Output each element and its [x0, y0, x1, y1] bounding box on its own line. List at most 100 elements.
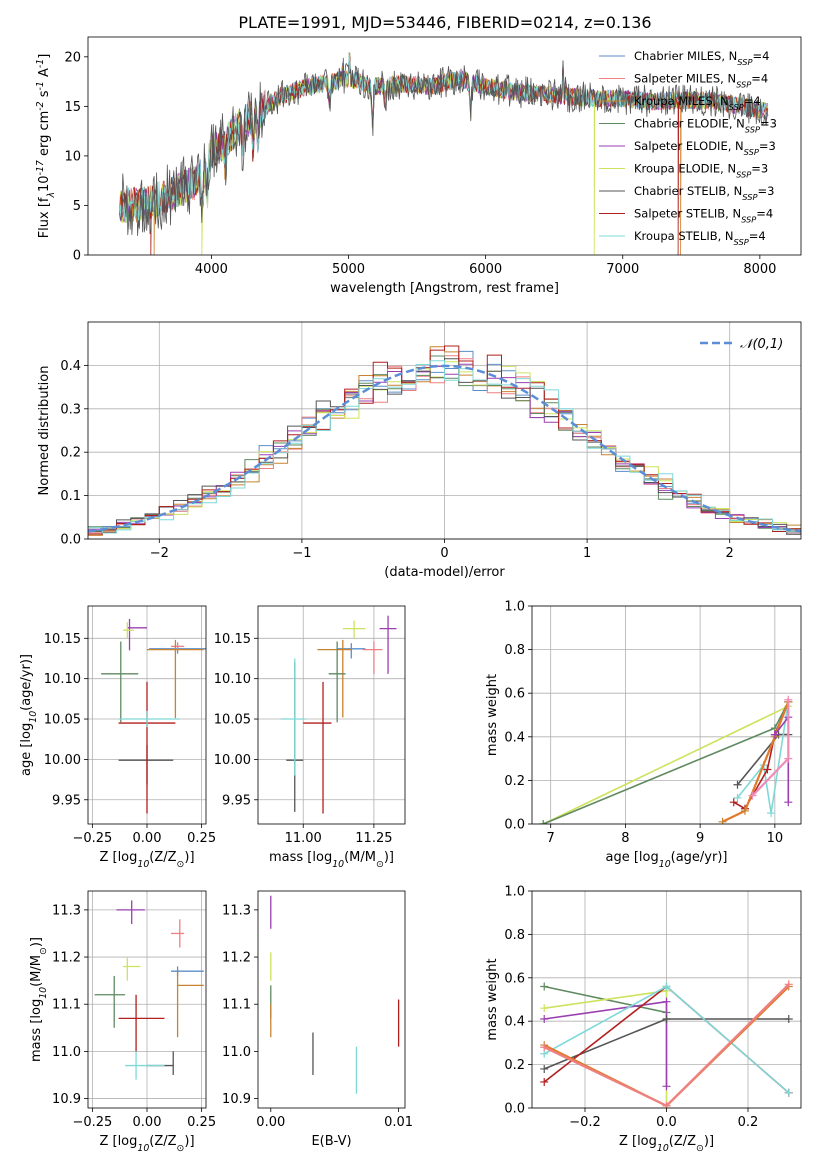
weight-vs-Z-series-salpeter-miles-marker-1: [662, 1101, 671, 1108]
spectrum-frame: [87, 36, 802, 256]
residuals-ytick-label-2: 0.2: [60, 446, 81, 461]
spectrum-lines: [119, 52, 769, 255]
mass-vs-EBV-axes: 0.00 0.01 10.9 11.0 11.1 11.2 11.3 E(B-V): [222, 903, 413, 1149]
spectrum-xtick-label-3: 7000: [606, 262, 639, 277]
age-vs-mass-axes: 11.00 11.25 9.95 10.00 10.05 10.10 10.15 mass […: [214, 606, 405, 870]
spectrum-legend-label-3: Chabrier ELODIE, NSSP=3: [634, 117, 777, 135]
residuals-ytick-label-1: 0.1: [60, 489, 81, 504]
weight-vs-Z-series-kroupa-elodie: [540, 986, 671, 1108]
spectrum-legend-label-8: Kroupa STELIB, NSSP=4: [634, 229, 766, 247]
mass-vs-Z-point-kroupa-elodie: [122, 957, 141, 981]
age-vs-Z-ytick-label-4: 10.15: [44, 632, 81, 647]
weight-vs-Z-series-kroupa-stelib-marker-2: [784, 1088, 793, 1097]
residuals-xtick-label-2: 0: [440, 546, 448, 561]
age-vs-Z-point-chabrier-stelib: [118, 744, 174, 785]
mass-vs-Z-point-chabrier-miles: [171, 966, 204, 976]
age-vs-mass-xtick-label-0: 11.00: [285, 831, 322, 846]
mass-vs-Z-point-kroupa-miles: [176, 971, 204, 1038]
weight-vs-Z-series-chabrier-elodie-marker-0: [540, 982, 549, 991]
weight-vs-age-frame: [531, 605, 802, 825]
weight-vs-Z-series-kroupa-stelib-marker-1: [662, 982, 671, 991]
spectrum-ytick-label-2: 10: [64, 149, 81, 164]
weight-vs-age-xtick-label-2: 9: [696, 831, 704, 846]
age-vs-mass-point-kroupa-elodie: [342, 620, 366, 639]
mass-vs-Z-point-salpeter-miles: [171, 919, 185, 948]
mass-vs-Z-axes: −0.25 0.00 0.25 10.9 11.0 11.1 11.2 11.3 Z [log1…: [29, 891, 216, 1154]
spectrum-legend-label-7: Salpeter STELIB, NSSP=4: [634, 207, 773, 225]
weight-vs-age-series-kroupa-miles-path: [722, 701, 790, 823]
residuals-xtick-label-4: 2: [726, 546, 734, 561]
age-vs-Z-point-kroupa-elodie: [122, 622, 134, 639]
weight-vs-age-series-salpeter-stelib-marker-0: [729, 798, 738, 807]
age-vs-mass-ytick-label-2: 10.05: [214, 713, 251, 728]
weight-vs-Z-axes: −0.2 0.0 0.2 0.0 0.2 0.4 0.6 0.8 1.0 Z [log10(Z/Z…: [485, 885, 801, 1154]
residuals-ytick-label-4: 0.4: [60, 359, 81, 374]
age-vs-mass-ytick-label-3: 10.10: [214, 672, 251, 687]
mass-vs-EBV-ytick-label-1: 11.0: [222, 1045, 251, 1060]
residuals-ytick-label-3: 0.3: [60, 402, 81, 417]
mass-vs-EBV-xtick-label-1: 0.01: [384, 1115, 413, 1130]
weight-vs-age-series-kroupa-elodie-path: [542, 705, 789, 824]
residuals-normal-curve: [88, 364, 801, 533]
weight-vs-age-xtick-label-3: 10: [767, 831, 784, 846]
age-vs-mass-ytick-label-0: 9.95: [222, 793, 251, 808]
mass-vs-Z-ytick-label-2: 11.1: [52, 998, 81, 1013]
age-vs-mass-ytick-label-4: 10.15: [214, 632, 251, 647]
weight-vs-age-ytick-label-1: 0.2: [504, 774, 525, 789]
weight-vs-age-series-kroupa-stelib-path: [736, 701, 790, 814]
weight-vs-Z-series-kroupa-stelib: [540, 982, 793, 1097]
age-vs-mass-xtick-label-1: 11.25: [355, 831, 392, 846]
mass-vs-Z-xtick-label-2: 0.25: [187, 1115, 216, 1130]
weight-vs-age-series-kroupa-stelib-marker-2: [767, 809, 776, 818]
age-vs-Z-xtick-label-0: −0.25: [72, 831, 112, 846]
weight-vs-age-xlabel: age [log10(age/yr)]: [606, 850, 728, 870]
spectrum-ytick-label-1: 5: [73, 199, 81, 214]
mass-vs-EBV-ytick-label-3: 11.2: [222, 951, 251, 966]
spectrum-legend-label-0: Chabrier MILES, NSSP=4: [634, 49, 769, 67]
weight-vs-age-series-salpeter-miles: [748, 695, 793, 800]
weight-vs-Z-xtick-label-0: −0.2: [569, 1115, 601, 1130]
spectrum-title: PLATE=1991, MJD=53446, FIBERID=0214, z=0…: [238, 13, 651, 32]
spectrum-series-kroupa-stelib: [119, 53, 769, 223]
weight-vs-age-ylabel: mass weight: [485, 674, 500, 756]
age-vs-Z-xlabel: Z [log10(Z/Z⊙)]: [99, 850, 194, 870]
weight-vs-Z-ytick-label-1: 0.2: [504, 1058, 525, 1073]
weight-vs-Z-series-salpeter-elodie-marker-0: [540, 1015, 549, 1024]
mass-vs-Z-ytick-label-4: 11.3: [52, 903, 81, 918]
weight-vs-Z-series-salpeter-miles-marker-2: [784, 980, 793, 989]
spectrum-xtick-label-4: 8000: [743, 262, 776, 277]
residuals-xlabel: (data-model)/error: [384, 565, 505, 580]
age-vs-mass-point-salpeter-miles: [362, 641, 383, 674]
age-vs-Z-xtick-label-2: 0.25: [187, 831, 216, 846]
weight-vs-Z-frame: [531, 890, 802, 1109]
age-vs-Z-axes: −0.25 0.00 0.25 9.95 10.00 10.05 10.10 10.15 Z […: [19, 606, 216, 870]
weight-vs-Z-lines: [540, 980, 793, 1108]
mass-vs-Z-point-chabrier-stelib: [147, 1051, 174, 1075]
residuals-frame: [87, 321, 802, 540]
mass-vs-EBV-ytick-label-4: 11.3: [222, 903, 251, 918]
residuals-ytick-label-0: 0.0: [60, 533, 81, 548]
spectrum-xtick-label-2: 6000: [469, 262, 502, 277]
weight-vs-age-series-kroupa-stelib-marker-0: [733, 793, 742, 802]
age-vs-mass-point-kroupa-miles: [317, 639, 352, 718]
weight-vs-Z-series-chabrier-stelib: [540, 1015, 793, 1073]
age-vs-Z-xtick-label-1: 0.00: [133, 831, 162, 846]
residuals-xtick-label-0: −2: [150, 546, 169, 561]
mass-vs-EBV-xtick-label-0: 0.00: [256, 1115, 285, 1130]
age-vs-Z-ylabel: age [log10(age/yr)]: [19, 654, 39, 776]
spectrum-ylabel: Flux [fλ10-17 erg cm-2 s-1 A-1]: [35, 54, 57, 239]
residuals-hists: [88, 345, 801, 536]
spectrum-legend: Chabrier MILES, NSSP=4 Salpeter MILES, NS…: [599, 49, 777, 247]
age-vs-mass-frame: [257, 605, 406, 825]
spectrum-ytick-label-4: 20: [64, 50, 81, 65]
mass-vs-EBV-ytick-label-2: 11.1: [222, 998, 251, 1013]
mass-vs-Z-ytick-label-0: 10.9: [52, 1092, 81, 1107]
age-vs-mass-point-chabrier-elodie: [328, 641, 346, 723]
weight-vs-age-series-kroupa-miles-marker-0: [718, 817, 727, 824]
age-vs-Z-point-kroupa-miles: [147, 639, 204, 719]
age-vs-Z-point-chabrier-elodie: [101, 641, 139, 723]
weight-vs-age-series-salpeter-miles-marker-2: [784, 695, 793, 704]
weight-vs-age-series-salpeter-miles-marker-1: [784, 754, 793, 763]
age-vs-mass-point-salpeter-stelib: [303, 681, 332, 814]
residuals-ylabel: Normed distribution: [37, 366, 52, 496]
